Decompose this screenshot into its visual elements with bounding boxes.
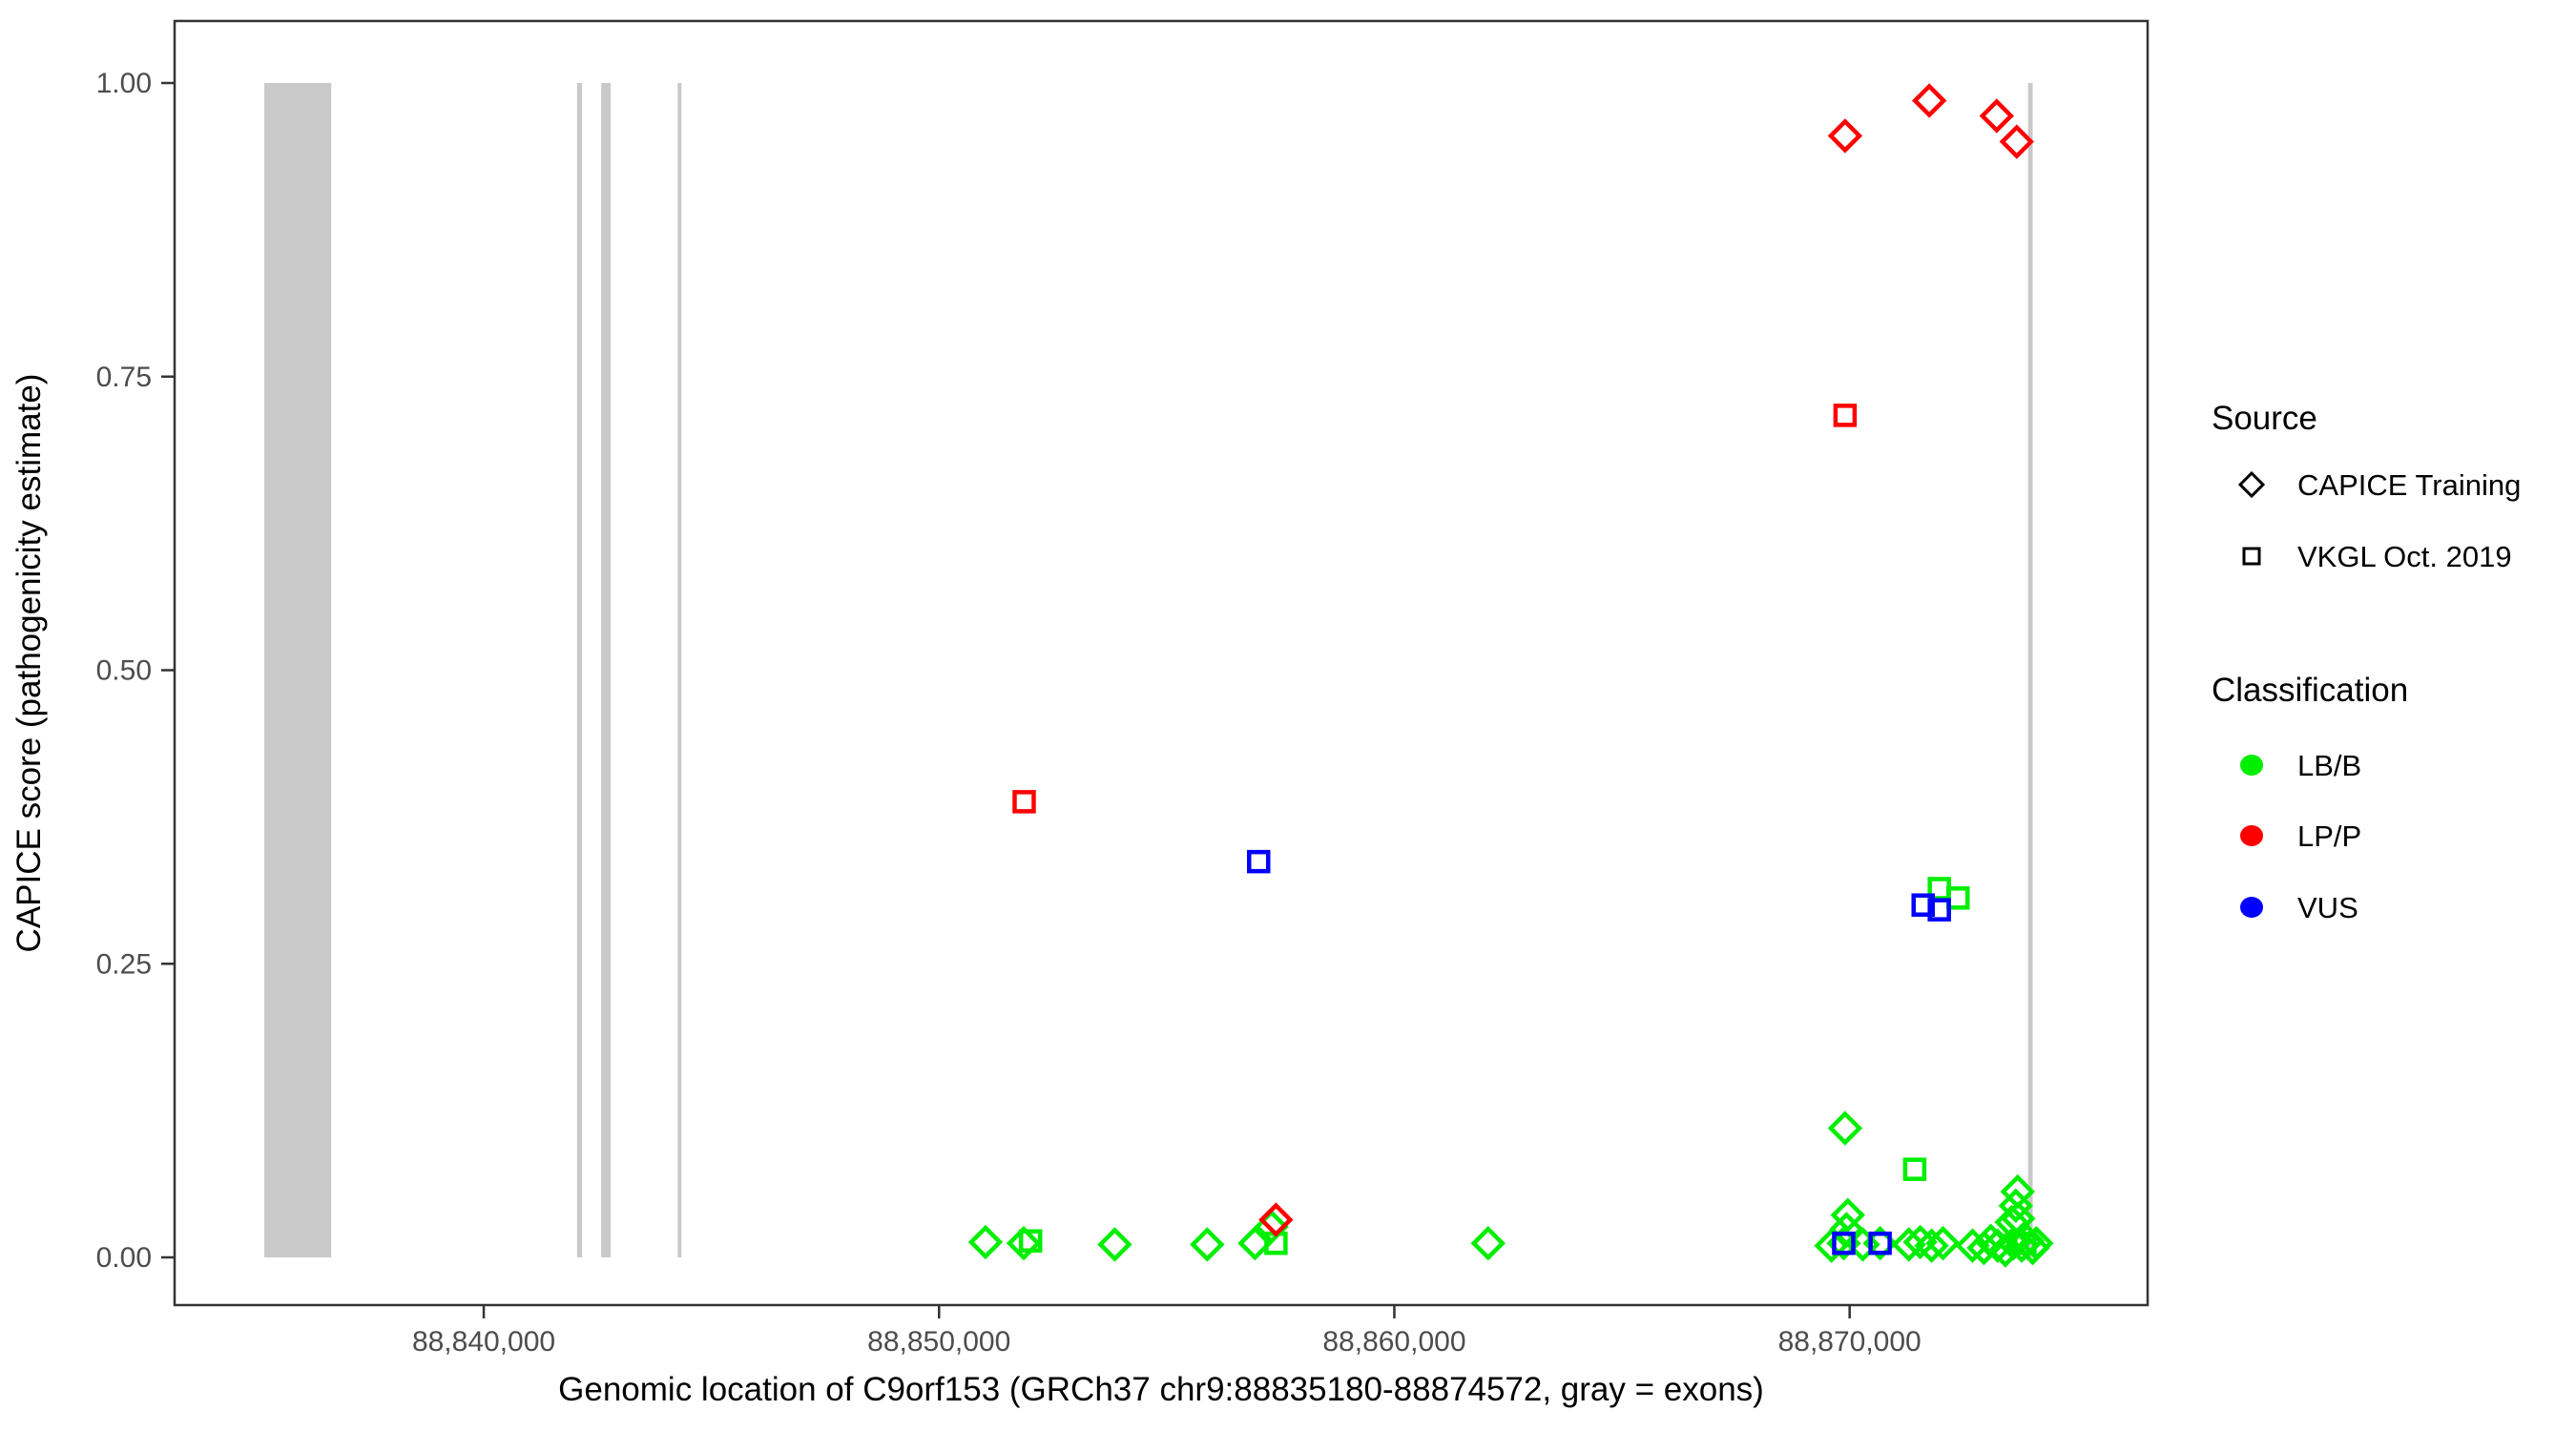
exon-bar <box>576 83 583 1257</box>
legend-classification-item-label: LP/P <box>2297 819 2361 853</box>
legend-dot-icon <box>2240 755 2263 776</box>
point-square-lb-b-vkgl-oct-2019 <box>1902 1157 1927 1181</box>
point-square-lb-b-vkgl-oct-2019 <box>1018 1229 1043 1254</box>
y-axis-title: CAPICE score (pathogenicity estimate) <box>10 374 48 953</box>
point-square-lb-b-vkgl-oct-2019 <box>1945 886 1970 910</box>
point-square-lp-p-vkgl-oct-2019 <box>1012 790 1036 814</box>
point-diamond-lp-p-capice-training <box>1911 83 1947 118</box>
point-diamond-lp-p-capice-training <box>1999 124 2034 159</box>
y-tick-label: 0.50 <box>96 655 152 687</box>
x-tick-label: 88,840,000 <box>412 1326 555 1358</box>
point-diamond-lb-b-capice-training <box>1829 1212 1864 1247</box>
point-diamond-lb-b-capice-training <box>2019 1226 2054 1261</box>
legend-classification-item-label: LB/B <box>2297 749 2361 782</box>
point-diamond-lp-p-capice-training <box>1827 118 1863 154</box>
plot-panel-border <box>173 19 2150 1307</box>
point-square-lp-p-vkgl-oct-2019 <box>1833 404 1858 427</box>
point-diamond-lb-b-capice-training <box>1996 1226 2031 1261</box>
point-square-vus-vkgl-oct-2019 <box>1246 849 1271 874</box>
exon-bar <box>677 83 682 1257</box>
point-square-vus-vkgl-oct-2019 <box>1832 1231 1856 1255</box>
x-tick-label: 88,850,000 <box>867 1326 1010 1358</box>
point-diamond-lb-b-capice-training <box>1830 1197 1865 1233</box>
exon-bars-layer <box>264 83 2033 1257</box>
exon-bar <box>2027 83 2033 1257</box>
legend-classification-items: LB/B LP/P VUS <box>2240 749 2361 924</box>
legend-source-title: Source <box>2212 400 2317 437</box>
point-diamond-lb-b-capice-training <box>1955 1228 1990 1263</box>
point-diamond-lb-b-capice-training <box>1097 1227 1132 1262</box>
x-axis-title: Genomic location of C9orf153 (GRCh37 chr… <box>558 1371 1764 1408</box>
point-diamond-lb-b-capice-training <box>1966 1230 2002 1266</box>
y-tick-label: 1.00 <box>96 68 152 99</box>
exon-bar <box>264 83 332 1257</box>
legend-source-item-label: CAPICE Training <box>2297 468 2521 502</box>
point-diamond-lb-b-capice-training <box>1891 1227 1926 1262</box>
legend-diamond-icon <box>2237 470 2266 499</box>
x-tick-label: 88,860,000 <box>1322 1326 1465 1358</box>
point-diamond-lb-b-capice-training <box>1470 1226 1506 1261</box>
point-square-vus-vkgl-oct-2019 <box>1927 898 1951 922</box>
exon-bar <box>601 83 612 1257</box>
point-diamond-lb-b-capice-training <box>1914 1228 1949 1263</box>
point-diamond-lb-b-capice-training <box>1190 1227 1225 1262</box>
point-diamond-lp-p-capice-training <box>1979 98 2014 134</box>
legend-square-icon <box>2242 547 2261 566</box>
point-square-vus-vkgl-oct-2019 <box>1868 1231 1892 1255</box>
y-axis: 0.00 0.25 0.50 0.75 1.00 <box>96 68 175 1274</box>
legend-dot-icon <box>2240 825 2263 846</box>
point-square-vus-vkgl-oct-2019 <box>1911 893 1935 917</box>
legend: Source CAPICE Training VKGL Oct. 2019 Cla… <box>2212 400 2521 924</box>
legend-classification-title: Classification <box>2212 672 2408 709</box>
point-diamond-lp-p-capice-training <box>1258 1202 1294 1237</box>
point-square-lb-b-vkgl-oct-2019 <box>2013 1231 2037 1255</box>
point-diamond-lb-b-capice-training <box>1925 1226 1961 1261</box>
data-points-layer <box>967 83 2054 1268</box>
y-tick-label: 0.00 <box>96 1242 152 1274</box>
legend-classification-item-label: VUS <box>2297 891 2358 924</box>
point-diamond-lb-b-capice-training <box>1827 1110 1863 1146</box>
point-diamond-lb-b-capice-training <box>1902 1224 1938 1260</box>
x-tick-label: 88,870,000 <box>1778 1326 1922 1358</box>
point-diamond-lb-b-capice-training <box>1006 1226 1042 1261</box>
y-tick-label: 0.25 <box>96 948 152 980</box>
point-diamond-lb-b-capice-training <box>1980 1228 2015 1263</box>
point-diamond-lb-b-capice-training <box>967 1224 1004 1260</box>
legend-source-item-label: VKGL Oct. 2019 <box>2297 540 2512 573</box>
legend-dot-icon <box>2240 897 2263 918</box>
y-tick-label: 0.75 <box>96 362 152 393</box>
legend-source-items: CAPICE Training VKGL Oct. 2019 <box>2237 468 2521 573</box>
x-axis: 88,840,000 88,850,000 88,860,000 88,870,000 <box>412 1305 1922 1358</box>
